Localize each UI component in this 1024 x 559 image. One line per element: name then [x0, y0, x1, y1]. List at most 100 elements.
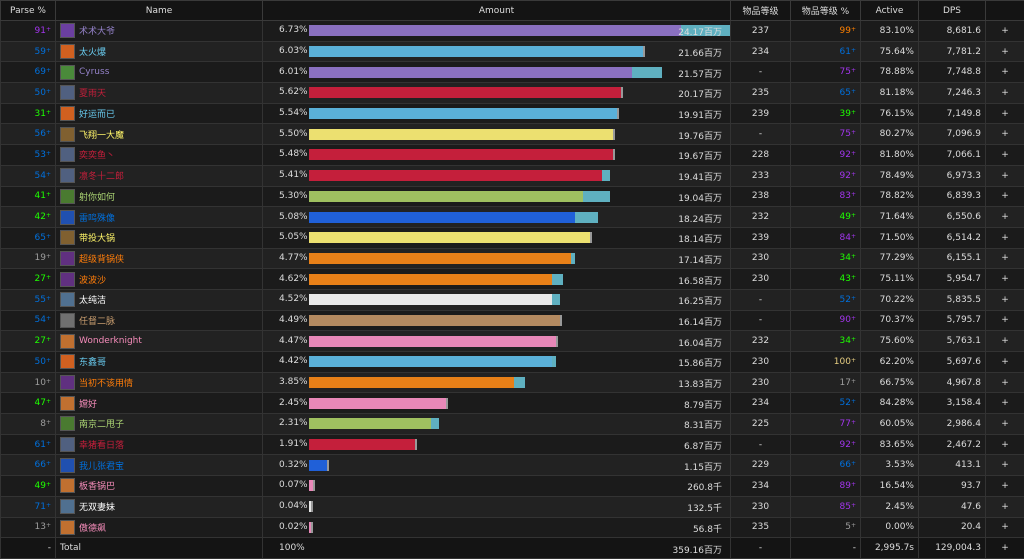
table-row[interactable]: 27+ 波波沙 4.62% 16.58百万 230 43+ 75.11% 5,954.7 +: [0, 268, 1024, 290]
name-cell[interactable]: 无双妻妹: [55, 495, 263, 518]
player-name[interactable]: 奕奕鱼丶: [79, 151, 116, 162]
player-name[interactable]: 幸猪看日落: [79, 441, 125, 452]
name-cell[interactable]: 夏雨天: [55, 82, 263, 104]
expand-button[interactable]: +: [985, 247, 1024, 270]
expand-button[interactable]: +: [985, 61, 1024, 84]
table-row[interactable]: 65+ 带投大锅 5.05% 18.14百万 239 84+ 71.50% 6,514.2 +: [0, 226, 1024, 249]
table-row[interactable]: 10+ 当初不该用情 3.85% 13.83百万 230 17+ 66.75% 4,967.8…: [0, 371, 1024, 394]
col-parse[interactable]: Parse %: [0, 0, 56, 21]
name-cell[interactable]: 当初不该用情: [55, 371, 263, 394]
name-cell[interactable]: Wonderknight: [55, 330, 263, 352]
table-row[interactable]: 69+ Cyruss 6.01% 21.57百万 -75+ 78.88% 7,748.8 +: [0, 61, 1024, 84]
player-name[interactable]: 南京二甩子: [79, 420, 125, 431]
table-row[interactable]: 49+ 板香锅巴 0.07% 260.8千 234 89+ 16.54% 93.7 +: [0, 475, 1024, 497]
table-row[interactable]: 55+ 太纯洁 4.52% 16.25百万 -52+ 70.22% 5,835.5 +: [0, 288, 1024, 311]
player-name[interactable]: 太火爆: [79, 48, 107, 59]
name-cell[interactable]: 东鑫哥: [55, 351, 263, 373]
player-name[interactable]: 带投大锅: [79, 234, 116, 245]
expand-button[interactable]: +: [985, 82, 1024, 104]
name-cell[interactable]: 太火爆: [55, 40, 263, 63]
col-ilvl-pct[interactable]: 物品等级 %: [790, 0, 861, 21]
table-row[interactable]: 56+ 飞翔一大魔 5.50% 19.76百万 -75+ 80.27% 7,096.9 +: [0, 123, 1024, 146]
col-amount[interactable]: Amount: [262, 0, 731, 21]
player-name[interactable]: 任督二脉: [79, 316, 116, 327]
col-active[interactable]: Active: [860, 0, 919, 21]
expand-button[interactable]: +: [985, 392, 1024, 415]
table-row[interactable]: 42+ 雷鸣殊像 5.08% 18.24百万 232 49+ 71.64% 6,550.6 +: [0, 206, 1024, 228]
player-name[interactable]: 飞翔一大魔: [79, 130, 125, 141]
name-cell[interactable]: 波波沙: [55, 268, 263, 290]
expand-button[interactable]: +: [985, 288, 1024, 311]
player-name[interactable]: 术术大爷: [79, 27, 116, 38]
name-cell[interactable]: Cyruss: [55, 61, 263, 84]
table-row[interactable]: 53+ 奕奕鱼丶 5.48% 19.67百万 228 92+ 81.80% 7,066.1 +: [0, 144, 1024, 166]
table-row[interactable]: 50+ 东鑫哥 4.42% 15.86百万 230 100+ 62.20% 5,697.6 +: [0, 351, 1024, 373]
table-row[interactable]: 41+ 射你如何 5.30% 19.04百万 238 83+ 78.82% 6,839.3 +: [0, 185, 1024, 208]
col-name[interactable]: Name: [55, 0, 263, 21]
name-cell[interactable]: 好运而已: [55, 102, 263, 125]
name-cell[interactable]: 术术大爷: [55, 20, 263, 42]
player-name[interactable]: 我儿张君宝: [79, 461, 125, 472]
player-name[interactable]: 雷鸣殊像: [79, 213, 116, 224]
table-row[interactable]: 66+ 我儿张君宝 0.32% 1.15百万 229 66+ 3.53% 413.1 +: [0, 454, 1024, 477]
player-name[interactable]: 超级背锅侠: [79, 254, 125, 265]
table-row[interactable]: 50+ 夏雨天 5.62% 20.17百万 235 65+ 81.18% 7,246.3 +: [0, 82, 1024, 104]
expand-button[interactable]: +: [985, 206, 1024, 228]
player-name[interactable]: 夏雨天: [79, 89, 107, 100]
table-row[interactable]: 47+ 嫦好 2.45% 8.79百万 234 52+ 84.28% 3,158.4 +: [0, 392, 1024, 415]
expand-button[interactable]: +: [985, 268, 1024, 290]
expand-button[interactable]: +: [985, 475, 1024, 497]
name-cell[interactable]: 雷鸣殊像: [55, 206, 263, 228]
table-row[interactable]: 8+ 南京二甩子 2.31% 8.31百万 225 77+ 60.05% 2,986.4 +: [0, 413, 1024, 435]
name-cell[interactable]: 凛冬十二郎: [55, 164, 263, 187]
name-cell[interactable]: 带投大锅: [55, 226, 263, 249]
player-name[interactable]: 当初不该用情: [79, 379, 134, 390]
name-cell[interactable]: 射你如何: [55, 185, 263, 208]
expand-button[interactable]: +: [985, 144, 1024, 166]
expand-button[interactable]: +: [985, 309, 1024, 332]
expand-button[interactable]: +: [985, 454, 1024, 477]
expand-button[interactable]: +: [985, 20, 1024, 42]
player-name[interactable]: 东鑫哥: [79, 358, 107, 369]
table-row[interactable]: 61+ 幸猪看日落 1.91% 6.87百万 -92+ 83.65% 2,467.2 +: [0, 433, 1024, 456]
player-name[interactable]: 波波沙: [79, 275, 107, 286]
expand-button[interactable]: +: [985, 164, 1024, 187]
name-cell[interactable]: 我儿张君宝: [55, 454, 263, 477]
player-name[interactable]: Wonderknight: [79, 336, 142, 347]
col-dps[interactable]: DPS: [918, 0, 986, 21]
player-name[interactable]: Cyruss: [79, 67, 110, 78]
expand-button[interactable]: +: [985, 351, 1024, 373]
table-row[interactable]: 54+ 凛冬十二郎 5.41% 19.41百万 233 92+ 78.49% 6,973.3 +: [0, 164, 1024, 187]
expand-button[interactable]: +: [985, 330, 1024, 352]
name-cell[interactable]: 太纯洁: [55, 288, 263, 311]
player-name[interactable]: 太纯洁: [79, 296, 107, 307]
table-row[interactable]: 31+ 好运而已 5.54% 19.91百万 239 39+ 76.15% 7,149.8 +: [0, 102, 1024, 125]
name-cell[interactable]: 嫦好: [55, 392, 263, 415]
name-cell[interactable]: 任督二脉: [55, 309, 263, 332]
expand-button[interactable]: +: [985, 123, 1024, 146]
expand-button[interactable]: +: [985, 185, 1024, 208]
name-cell[interactable]: 幸猪看日落: [55, 433, 263, 456]
name-cell[interactable]: 板香锅巴: [55, 475, 263, 497]
player-name[interactable]: 傲德飙: [79, 523, 107, 534]
table-row[interactable]: 54+ 任督二脉 4.49% 16.14百万 -90+ 70.37% 5,795.7 +: [0, 309, 1024, 332]
player-name[interactable]: 无双妻妹: [79, 503, 116, 514]
player-name[interactable]: 凛冬十二郎: [79, 172, 125, 183]
player-name[interactable]: 好运而已: [79, 110, 116, 121]
table-row[interactable]: 91+ 术术大爷 6.73% 24.17百万 237 99+ 83.10% 8,681.6 +: [0, 20, 1024, 42]
table-row[interactable]: 13+ 傲德飙 0.02% 56.8千 235 5+ 0.00% 20.4 +: [0, 516, 1024, 539]
expand-button[interactable]: +: [985, 516, 1024, 539]
expand-button[interactable]: +: [985, 495, 1024, 518]
name-cell[interactable]: 奕奕鱼丶: [55, 144, 263, 166]
expand-button[interactable]: +: [985, 413, 1024, 435]
table-row[interactable]: 19+ 超级背锅侠 4.77% 17.14百万 230 34+ 77.29% 6,155.1 +: [0, 247, 1024, 270]
expand-button[interactable]: +: [985, 371, 1024, 394]
col-ilvl[interactable]: 物品等级: [730, 0, 791, 21]
player-name[interactable]: 板香锅巴: [79, 482, 116, 493]
table-row[interactable]: 59+ 太火爆 6.03% 21.66百万 234 61+ 75.64% 7,781.2 +: [0, 40, 1024, 63]
player-name[interactable]: 射你如何: [79, 192, 116, 203]
total-expand-button[interactable]: +: [985, 537, 1024, 559]
expand-button[interactable]: +: [985, 433, 1024, 456]
name-cell[interactable]: 超级背锅侠: [55, 247, 263, 270]
name-cell[interactable]: 傲德飙: [55, 516, 263, 539]
